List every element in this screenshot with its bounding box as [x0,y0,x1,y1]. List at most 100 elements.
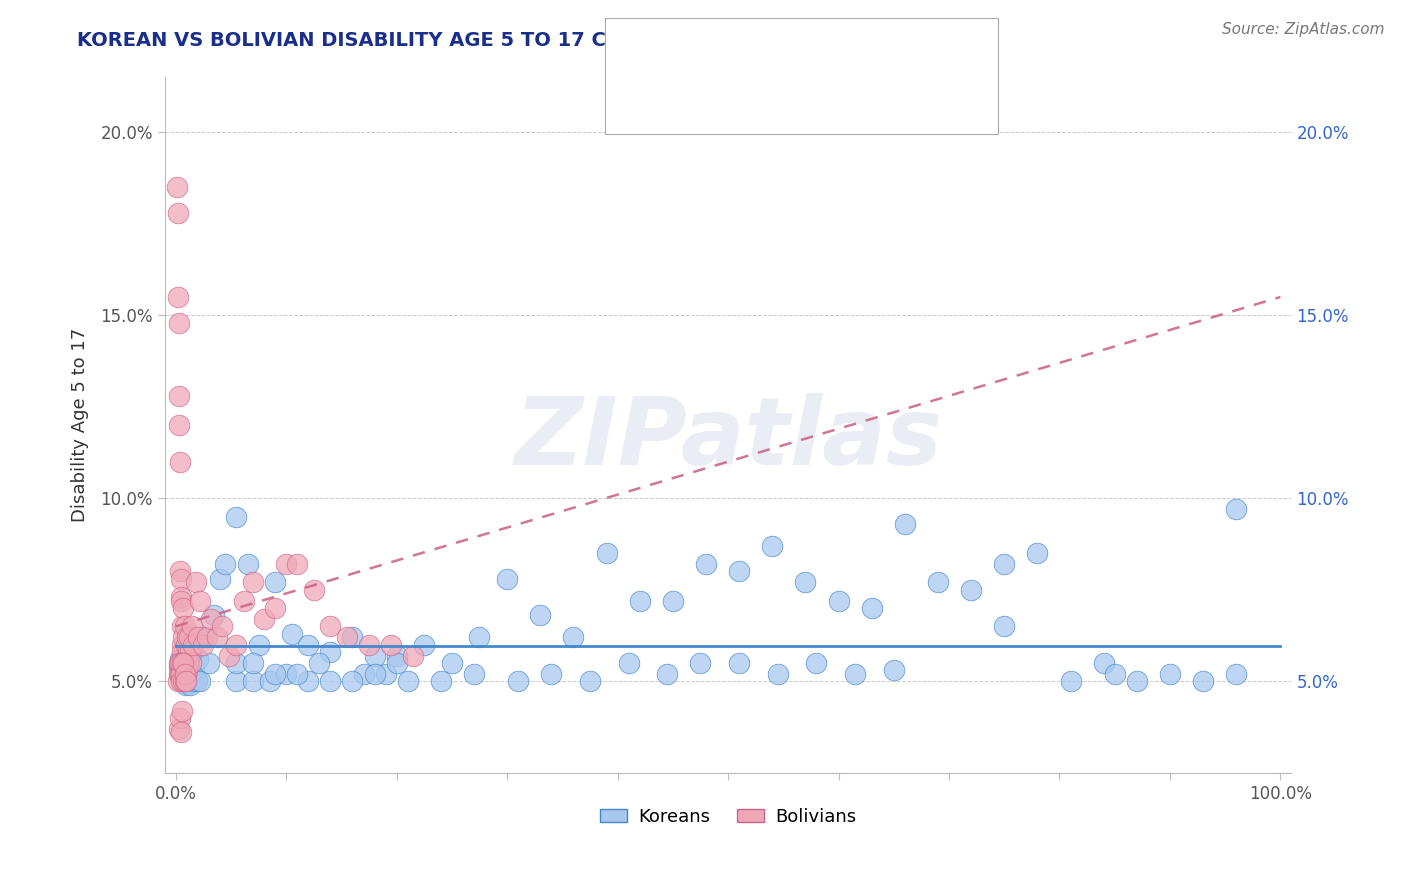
Point [628,593,651,607]
Legend: Koreans, Bolivians: Koreans, Bolivians [593,801,863,833]
Point [170,725,193,739]
Point [170,593,193,607]
Point [170,572,193,586]
Point [172,674,194,689]
Point [827,593,849,607]
Point [259,674,281,689]
Point [177,656,200,670]
Point [285,667,308,681]
Point [242,575,264,590]
Point [181,619,204,633]
Point [172,656,194,670]
Point [166,180,188,194]
Point [214,557,236,571]
Point [1092,656,1115,670]
Point [202,608,225,623]
Point [336,631,359,645]
Point [169,667,191,681]
Point [280,626,302,640]
Point [183,638,205,652]
Point [169,652,191,666]
Point [233,593,256,607]
Point [218,648,240,663]
Point [177,659,200,673]
Point [1104,667,1126,681]
Point [242,656,264,670]
Point [236,557,259,571]
Point [188,674,211,689]
Point [440,656,463,670]
Y-axis label: Disability Age 5 to 17: Disability Age 5 to 17 [72,328,89,522]
Point [363,667,385,681]
Point [1225,502,1247,516]
Point [174,638,197,652]
Point [894,516,917,531]
Point [180,667,202,681]
Point [170,667,193,681]
Point [167,656,190,670]
Point [169,565,191,579]
Point [657,667,679,681]
Point [181,648,204,663]
Point [264,601,287,615]
Point [186,674,208,689]
Point [319,674,342,689]
Point [198,656,221,670]
Point [806,656,828,670]
Point [172,631,194,645]
Point [193,631,215,645]
Point [1126,674,1149,689]
Point [225,674,247,689]
Point [179,678,201,692]
Point [993,557,1015,571]
Point [529,608,551,623]
Point [184,671,207,685]
Point [468,631,491,645]
Point [385,656,408,670]
Point [353,667,375,681]
Point [496,572,519,586]
Point [297,638,319,652]
Point [176,656,198,670]
Point [264,667,287,681]
Point [173,656,195,670]
Point [173,663,195,677]
Point [167,206,190,220]
Point [208,572,231,586]
Point [172,671,194,685]
Point [169,455,191,469]
Point [1225,667,1247,681]
Point [385,648,408,663]
Point [174,678,197,692]
Point [188,593,211,607]
Point [174,674,197,689]
Point [172,601,194,615]
Point [167,674,190,689]
Point [177,631,200,645]
Point [173,674,195,689]
Text: N =: N = [801,45,841,62]
Point [173,667,195,681]
Point [247,638,270,652]
Point [174,667,197,681]
Point [170,674,193,689]
Point [728,565,751,579]
Point [960,582,983,597]
Point [860,601,883,615]
Point [794,575,817,590]
Point [430,674,453,689]
Point [308,656,330,670]
Point [183,674,205,689]
Point [172,638,194,652]
Text: Source: ZipAtlas.com: Source: ZipAtlas.com [1222,22,1385,37]
Point [176,663,198,677]
Point [173,619,195,633]
Point [319,619,342,633]
Point [844,667,866,681]
Point [183,663,205,677]
Point [562,631,585,645]
Point [728,656,751,670]
Point [342,631,364,645]
Point [193,638,215,652]
Point [413,638,436,652]
